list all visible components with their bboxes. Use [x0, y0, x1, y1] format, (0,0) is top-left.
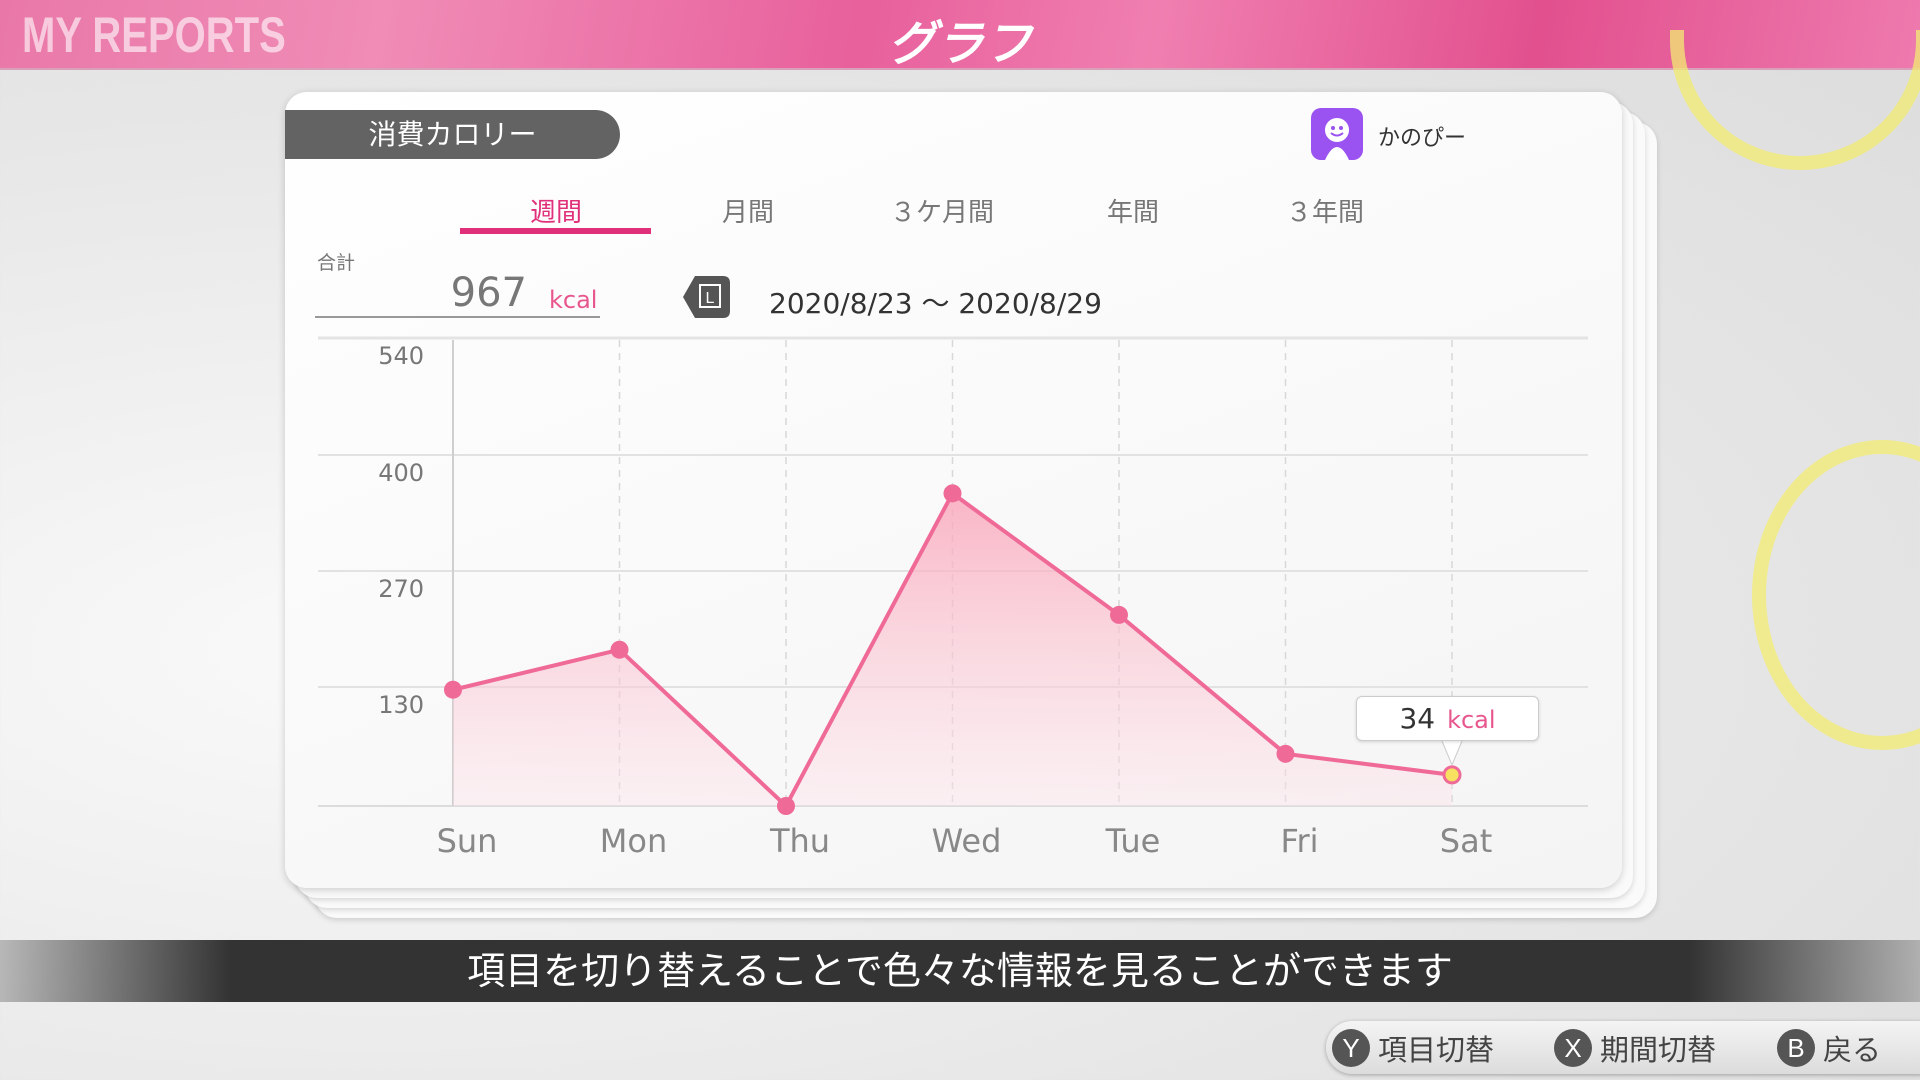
data-point — [777, 797, 795, 815]
page-title: グラフ — [887, 16, 1032, 72]
total-unit: kcal — [549, 286, 598, 314]
active-tab-indicator — [460, 228, 651, 234]
data-point — [1276, 744, 1295, 763]
back-button[interactable]: B 戻る — [1777, 1027, 1881, 1069]
b-button-icon: B — [1777, 1029, 1815, 1067]
button-label: 項目切替 — [1378, 1033, 1495, 1067]
y-button-icon: Y — [1332, 1029, 1370, 1067]
x-tick-label: Wed — [932, 822, 1002, 860]
total-label: 合計 — [317, 252, 356, 274]
smiley-avatar-icon — [1311, 108, 1363, 160]
hint-bar: 項目を切り替えることで色々な情報を見ることができます — [0, 940, 1920, 1002]
divider — [315, 316, 600, 318]
tab-yearly[interactable]: 年間 — [1106, 198, 1159, 228]
data-point — [610, 640, 629, 659]
data-point — [444, 680, 462, 699]
x-tick-label: Fri — [1280, 822, 1318, 860]
category-label: 消費カロリー — [285, 110, 620, 159]
l-button-label: L — [706, 290, 715, 307]
l-button-icon[interactable]: L — [683, 276, 730, 318]
value-tooltip: 34 kcal — [1356, 696, 1539, 741]
y-tick-label: 270 — [378, 575, 424, 603]
user-name: かのぴー — [1378, 126, 1467, 151]
x-tick-label: Sun — [437, 822, 498, 860]
tooltip-unit: kcal — [1447, 706, 1496, 734]
x-button-icon: X — [1554, 1029, 1592, 1067]
button-label: 期間切替 — [1600, 1033, 1717, 1067]
tab-monthly[interactable]: 月間 — [721, 198, 774, 228]
x-tick-label: Mon — [600, 822, 667, 860]
button-label: 戻る — [1823, 1033, 1882, 1067]
tab-3-years[interactable]: ３年間 — [1285, 198, 1364, 228]
switch-period-button[interactable]: X 期間切替 — [1554, 1027, 1716, 1069]
x-tick-label: Thu — [769, 822, 830, 860]
date-range: 2020/8/23 ～ 2020/8/29 — [769, 287, 1102, 320]
brand-title: MY REPORTS — [22, 7, 286, 63]
tooltip-pointer — [1441, 740, 1463, 767]
switch-item-button[interactable]: Y 項目切替 — [1332, 1027, 1494, 1069]
tab-weekly[interactable]: 週間 — [529, 198, 582, 228]
y-tick-label: 400 — [378, 459, 424, 487]
data-point — [1110, 605, 1128, 624]
total-value: 967 — [450, 270, 527, 316]
data-point — [943, 484, 962, 503]
data-point — [1442, 765, 1462, 785]
x-tick-label: Tue — [1105, 822, 1161, 860]
button-guide-bar — [1326, 1021, 1920, 1074]
y-tick-label: 130 — [378, 691, 424, 719]
y-tick-label: 540 — [378, 342, 424, 370]
x-tick-label: Sat — [1440, 822, 1492, 860]
area-fill — [453, 493, 1452, 806]
tab-3-months[interactable]: ３ケ月間 — [889, 198, 994, 228]
tooltip-value: 34 — [1399, 702, 1436, 735]
header-bar: MY REPORTS グラフ — [0, 0, 1920, 72]
